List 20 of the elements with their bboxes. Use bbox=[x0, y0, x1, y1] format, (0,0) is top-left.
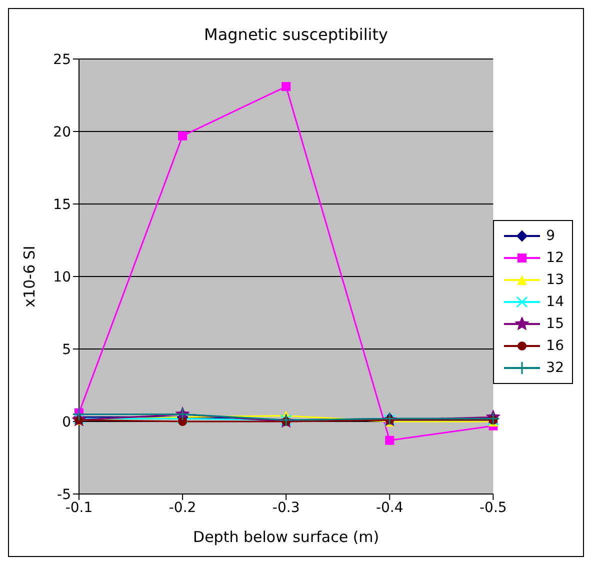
x-tick-label: -0.5 bbox=[480, 500, 507, 516]
y-tick-label: 5 bbox=[62, 342, 71, 358]
legend-label: 9 bbox=[546, 228, 556, 244]
y-tick-label: 0 bbox=[62, 414, 71, 430]
x-axis-title: Depth below surface (m) bbox=[193, 528, 380, 546]
legend-label: 15 bbox=[546, 316, 564, 332]
legend-label: 14 bbox=[546, 294, 564, 310]
y-tick-label: 10 bbox=[53, 269, 71, 286]
legend-label: 16 bbox=[546, 338, 564, 354]
legend-label: 13 bbox=[546, 272, 564, 288]
y-tick-label: 15 bbox=[53, 196, 71, 213]
y-tick-label: 20 bbox=[53, 124, 71, 140]
legend-label: 32 bbox=[546, 360, 564, 376]
chart-title: Magnetic susceptibility bbox=[203, 25, 389, 46]
x-tick-label: -0.2 bbox=[168, 500, 196, 516]
x-tick-label: -0.4 bbox=[376, 500, 404, 516]
y-axis-title: x10-6 SI bbox=[20, 246, 38, 308]
x-tick-label: -0.3 bbox=[272, 500, 300, 516]
y-tick-label: 25 bbox=[53, 52, 71, 68]
legend-label: 12 bbox=[546, 250, 564, 266]
